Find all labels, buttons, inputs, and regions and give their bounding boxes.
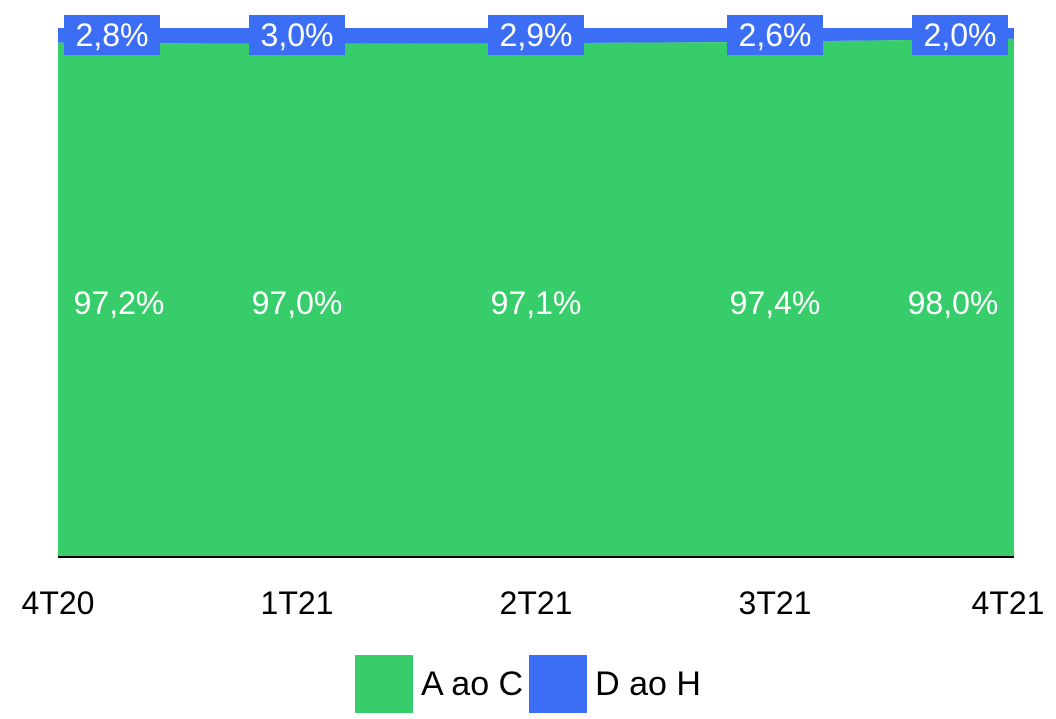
data-labels-layer: 97,2% 97,0% 97,1% 97,4% 98,0% 2,8% 3,0% 2,9% 2,6…: [64, 15, 1008, 321]
data-label-series-2: 2,6%: [739, 17, 812, 53]
x-tick-label: 1T21: [261, 585, 334, 621]
x-tick-label: 2T21: [500, 585, 573, 621]
data-label-box-series-2: [912, 15, 1008, 55]
legend-label-series-1: A ao C: [421, 664, 524, 703]
data-label-box-series-2: [488, 15, 584, 55]
data-label-box-series-2: [249, 15, 345, 55]
legend-item-series-2: D ao H: [529, 655, 701, 713]
data-label-series-2: 3,0%: [261, 17, 334, 53]
legend-label-series-2: D ao H: [595, 664, 701, 703]
x-tick-label: 4T20: [22, 585, 95, 621]
data-label-series-1: 97,4%: [730, 285, 821, 321]
data-label-series-1: 97,1%: [491, 285, 582, 321]
data-label-series-2: 2,0%: [924, 17, 997, 53]
legend-swatch-series-2: [529, 655, 588, 713]
data-label-box-series-2: [727, 15, 823, 55]
data-label-series-1: 98,0%: [908, 285, 999, 321]
area-series-1: [58, 38, 1014, 557]
data-label-series-1: 97,0%: [252, 285, 343, 321]
legend-item-series-1: A ao C: [355, 655, 523, 713]
x-axis-ticks: 4T20 1T21 2T21 3T21 4T21: [22, 585, 1045, 621]
data-label-series-2: 2,9%: [500, 17, 573, 53]
x-tick-label: 3T21: [739, 585, 812, 621]
x-tick-label: 4T21: [972, 585, 1045, 621]
data-label-series-2: 2,8%: [76, 17, 149, 53]
legend: A ao C D ao H: [0, 654, 1056, 714]
legend-swatch-series-1: [355, 655, 414, 713]
data-label-box-series-2: [64, 15, 160, 55]
data-label-series-1: 97,2%: [74, 285, 165, 321]
